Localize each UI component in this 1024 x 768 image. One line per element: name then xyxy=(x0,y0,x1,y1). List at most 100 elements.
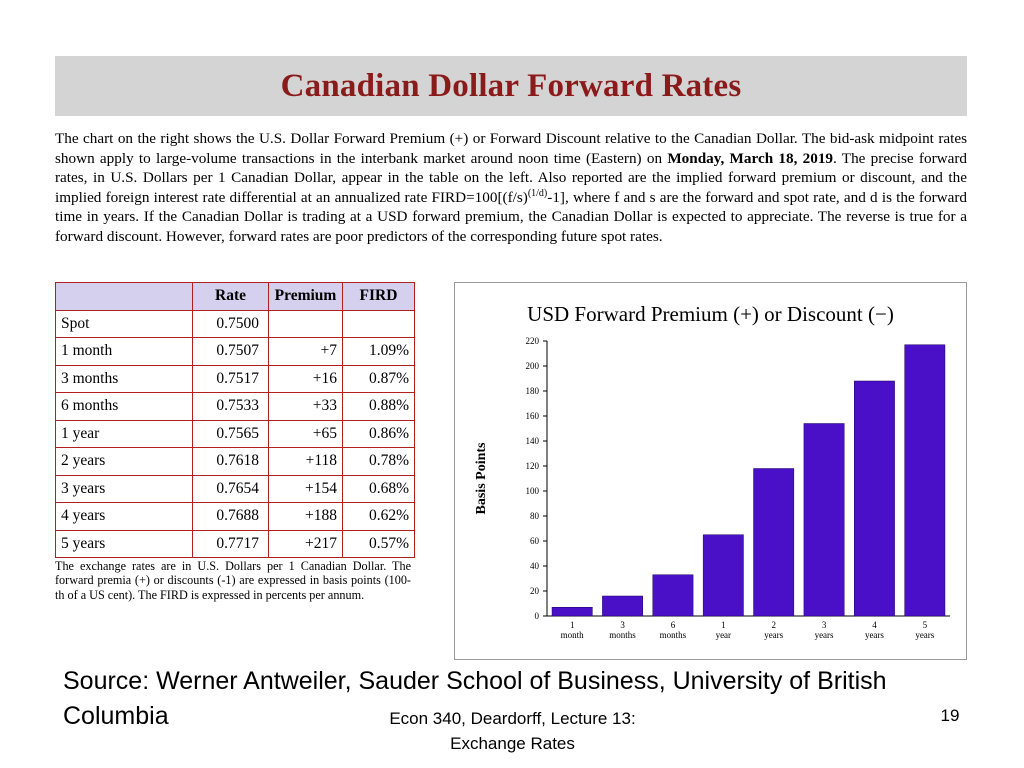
table-cell-rate: 0.7507 xyxy=(192,337,269,366)
table-cell-rate: 0.7533 xyxy=(192,392,269,421)
title-bar: Canadian Dollar Forward Rates xyxy=(55,56,967,116)
chart-xtick-label: 3 xyxy=(822,620,827,630)
chart-xtick-label: years xyxy=(865,630,884,640)
chart-bar xyxy=(551,607,593,617)
header-term xyxy=(55,282,193,311)
chart-xtick-label: months xyxy=(660,630,687,640)
chart-xtick-label: year xyxy=(716,630,732,640)
chart-ytick-label: 20 xyxy=(530,586,540,596)
table-cell-term: 3 months xyxy=(55,364,193,393)
table-cell-term: 5 years xyxy=(55,529,193,558)
chart-xtick-label: years xyxy=(915,630,934,640)
chart-bar xyxy=(904,344,946,617)
chart-xtick-label: 6 xyxy=(671,620,676,630)
table-row: 1 year 0.7565 +65 0.86% xyxy=(55,419,415,448)
chart-bar xyxy=(702,534,744,617)
table-cell-fird: 0.88% xyxy=(342,392,415,421)
premium-chart: USD Forward Premium (+) or Discount (−) B… xyxy=(454,282,967,660)
table-cell-rate: 0.7717 xyxy=(192,529,269,558)
table-cell-premium: +154 xyxy=(268,474,343,503)
chart-canvas: USD Forward Premium (+) or Discount (−) B… xyxy=(474,302,950,640)
table-cell-term: 1 month xyxy=(55,337,193,366)
table-cell-fird: 0.78% xyxy=(342,447,415,476)
table-cell-fird xyxy=(342,309,415,338)
table-cell-rate: 0.7618 xyxy=(192,447,269,476)
chart-ytick-label: 40 xyxy=(530,561,540,571)
table-header-row: Rate Premium FIRD xyxy=(55,282,415,311)
chart-bar xyxy=(753,468,795,617)
header-rate: Rate xyxy=(192,282,269,311)
table-cell-premium: +188 xyxy=(268,502,343,531)
table-cell-term: 4 years xyxy=(55,502,193,531)
table-row: 6 months 0.7533 +33 0.88% xyxy=(55,392,415,421)
table-row: 1 month 0.7507 +7 1.09% xyxy=(55,337,415,366)
table-cell-term: 1 year xyxy=(55,419,193,448)
chart-xtick-label: years xyxy=(764,630,783,640)
header-fird: FIRD xyxy=(342,282,415,311)
header-premium: Premium xyxy=(268,282,343,311)
table-row: 5 years 0.7717 +217 0.57% xyxy=(55,529,415,558)
chart-xtick-label: years xyxy=(815,630,834,640)
table-cell-premium: +118 xyxy=(268,447,343,476)
chart-bar xyxy=(602,595,643,617)
chart-ytick-label: 140 xyxy=(526,436,540,446)
table-note: The exchange rates are in U.S. Dollars p… xyxy=(55,559,411,602)
forward-rate-table: Rate Premium FIRD Spot 0.7500 1 month 0.750… xyxy=(55,282,415,558)
footer-course: Econ 340, Deardorff, Lecture 13: Exchang… xyxy=(360,706,665,756)
chart-xtick-label: 2 xyxy=(771,620,776,630)
chart-xtick-label: month xyxy=(561,630,585,640)
chart-ytick-label: 80 xyxy=(530,511,540,521)
source-text: Source: Werner Antweiler, Sauder School … xyxy=(63,667,887,730)
chart-ytick-label: 120 xyxy=(526,461,540,471)
intro-text-2: . The precise forward rates, in U.S. Dol… xyxy=(55,149,967,206)
table-cell-rate: 0.7517 xyxy=(192,364,269,393)
table-cell-premium: +16 xyxy=(268,364,343,393)
table-row: 2 years 0.7618 +118 0.78% xyxy=(55,447,415,476)
table-row: 4 years 0.7688 +188 0.62% xyxy=(55,502,415,531)
table-row: 3 months 0.7517 +16 0.87% xyxy=(55,364,415,393)
chart-xtick-label: 5 xyxy=(923,620,928,630)
table-cell-fird: 1.09% xyxy=(342,337,415,366)
table-cell-rate: 0.7500 xyxy=(192,309,269,338)
chart-ytick-label: 60 xyxy=(530,536,540,546)
table-cell-fird: 0.57% xyxy=(342,529,415,558)
table-cell-rate: 0.7654 xyxy=(192,474,269,503)
chart-xtick-label: months xyxy=(609,630,636,640)
chart-bar xyxy=(652,574,694,617)
intro-date: Monday, March 18, 2019 xyxy=(667,149,834,167)
table-cell-fird: 0.68% xyxy=(342,474,415,503)
chart-bar xyxy=(803,423,845,617)
table-cell-fird: 0.87% xyxy=(342,364,415,393)
chart-xtick-label: 3 xyxy=(620,620,625,630)
intro-text-3: -1], where f and s are the forward and s… xyxy=(55,188,967,245)
intro-exponent: (1/d) xyxy=(527,187,548,199)
chart-ytick-label: 0 xyxy=(535,611,540,621)
chart-bar xyxy=(854,380,895,617)
chart-ytick-label: 100 xyxy=(526,486,540,496)
chart-ytick-label: 160 xyxy=(526,411,540,421)
table-cell-premium: +33 xyxy=(268,392,343,421)
intro-text-1: The chart on the right shows the U.S. Do… xyxy=(55,130,967,167)
table-cell-fird: 0.62% xyxy=(342,502,415,531)
table-cell-premium: +7 xyxy=(268,337,343,366)
table-cell-premium xyxy=(268,309,343,338)
table-cell-term: 3 years xyxy=(55,474,193,503)
chart-xtick-label: 4 xyxy=(872,620,877,630)
table-cell-term: Spot xyxy=(55,309,193,338)
table-cell-premium: +217 xyxy=(268,529,343,558)
table-row: 3 years 0.7654 +154 0.68% xyxy=(55,474,415,503)
slide-title: Canadian Dollar Forward Rates xyxy=(280,67,742,104)
intro-paragraph: The chart on the right shows the U.S. Do… xyxy=(55,129,967,247)
table-cell-premium: +65 xyxy=(268,419,343,448)
table-cell-rate: 0.7688 xyxy=(192,502,269,531)
footer-line-1: Econ 340, Deardorff, Lecture 13: xyxy=(389,709,636,728)
chart-ytick-label: 200 xyxy=(526,361,540,371)
table-cell-term: 6 months xyxy=(55,392,193,421)
chart-ylabel: Basis Points xyxy=(474,442,489,515)
footer-line-2: Exchange Rates xyxy=(450,734,575,753)
chart-ytick-label: 180 xyxy=(526,386,540,396)
table-row: Spot 0.7500 xyxy=(55,309,415,338)
chart-xtick-label: 1 xyxy=(721,620,726,630)
slide-number: 19 xyxy=(940,706,960,725)
table-cell-fird: 0.86% xyxy=(342,419,415,448)
